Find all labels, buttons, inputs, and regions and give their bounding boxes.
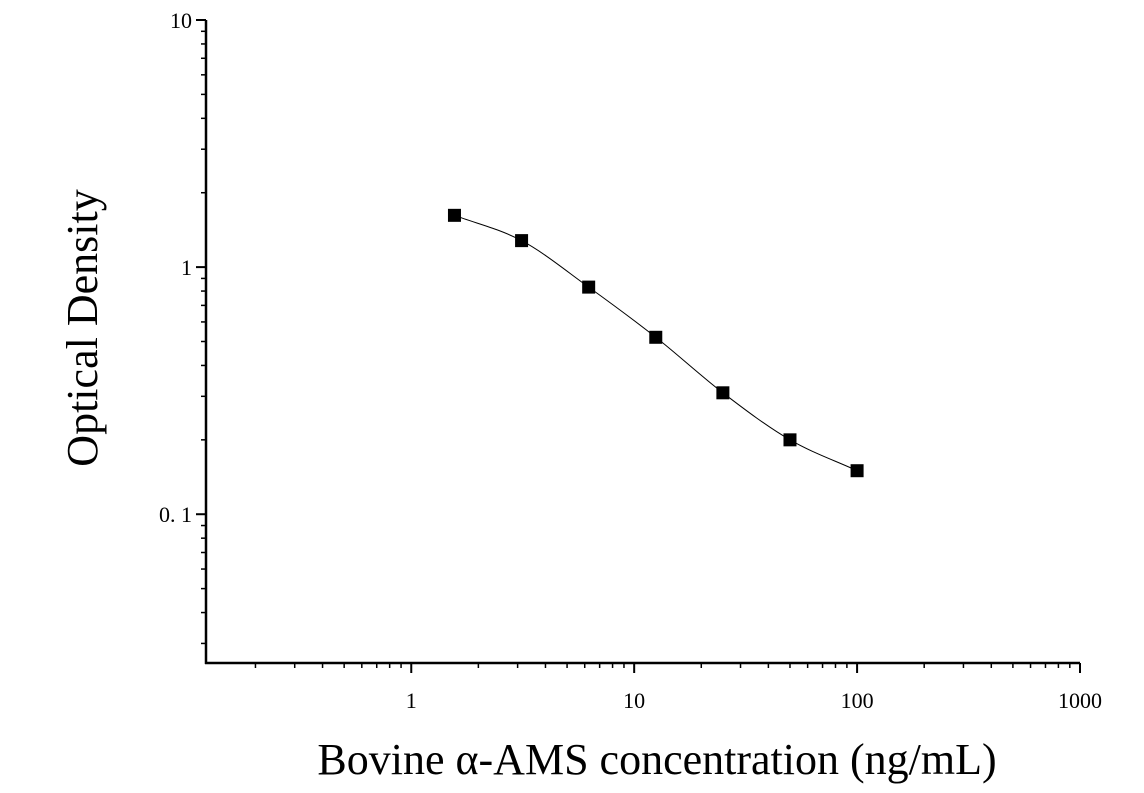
- x-tick-label: 10: [623, 688, 645, 713]
- y-axis-title: Optical Density: [58, 189, 107, 466]
- x-axis-minor-ticks: [254, 663, 1071, 668]
- x-axis-major-ticks: [410, 663, 1081, 673]
- y-tick-label: 1: [181, 255, 192, 280]
- data-point: [716, 386, 730, 400]
- x-axis-title: Bovine α-AMS concentration (ng/mL): [317, 735, 996, 784]
- data-point: [649, 330, 663, 344]
- x-tick-label: 1000: [1058, 688, 1102, 713]
- data-points: [447, 208, 864, 478]
- data-point: [783, 433, 797, 447]
- y-tick-label: 10: [170, 8, 192, 33]
- y-axis-tick-labels: 0. 1 1 10: [159, 8, 192, 527]
- data-point: [850, 464, 864, 478]
- x-axis-tick-labels: 1 10 100 1000: [406, 688, 1102, 713]
- x-tick-label: 1: [406, 688, 417, 713]
- y-tick-label: 0. 1: [159, 502, 192, 527]
- y-axis-major-ticks: [196, 19, 206, 516]
- data-point: [515, 234, 529, 248]
- data-point: [447, 208, 461, 222]
- x-tick-label: 100: [841, 688, 874, 713]
- data-point: [582, 280, 596, 294]
